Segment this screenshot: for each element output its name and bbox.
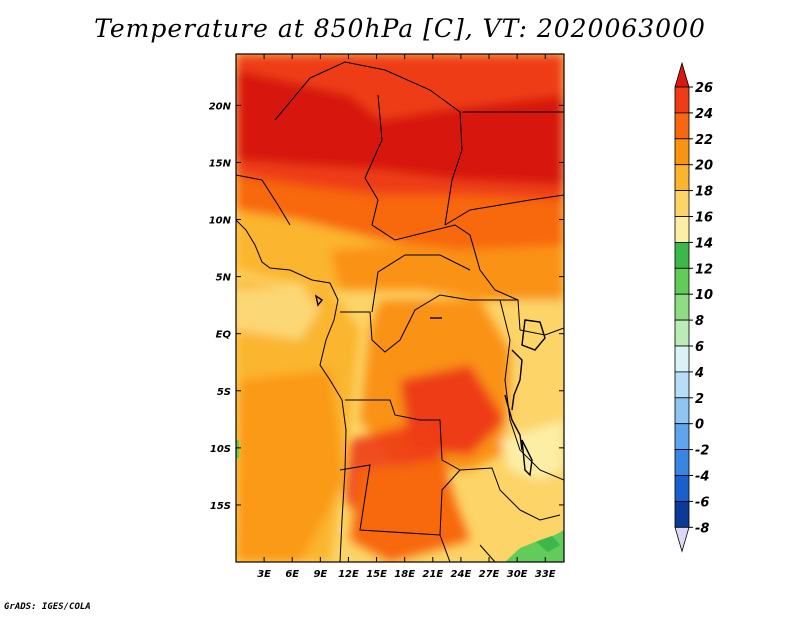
- colorbar-label: 10: [695, 288, 713, 303]
- colorbar-label: 14: [695, 236, 713, 251]
- colorbar-over-triangle: [674, 61, 690, 88]
- lat-tick-label: 5N: [216, 273, 232, 284]
- colorbar-box: [674, 449, 690, 476]
- colorbar-label: 20: [695, 159, 713, 174]
- colorbar-box: [674, 500, 690, 528]
- colorbar-label: -6: [695, 495, 709, 510]
- colorbar-box: [674, 241, 690, 269]
- lon-tick-label: 33E: [535, 569, 556, 580]
- colorbar-box: [674, 293, 690, 321]
- map-frame: [235, 53, 565, 563]
- lat-tick-label: EQ: [216, 330, 232, 341]
- colorbar-label: 26: [695, 81, 713, 96]
- colorbar-box: [674, 423, 690, 451]
- colorbar-box: [674, 475, 690, 502]
- colorbar-label: 16: [695, 211, 713, 226]
- field-shading: [236, 54, 564, 562]
- colorbar-label: 12: [695, 262, 713, 277]
- colorbar-label: 24: [695, 107, 713, 122]
- colorbar-box: [674, 319, 690, 347]
- lat-tick-label: 10N: [209, 216, 232, 227]
- colorbar-label: -2: [695, 444, 709, 459]
- colorbar-box: [674, 371, 690, 399]
- colorbar-box: [674, 190, 690, 217]
- colorbar-label: 4: [694, 366, 704, 381]
- lon-tick-label: 3E: [257, 569, 271, 580]
- lat-tick-label: 15S: [210, 501, 231, 512]
- lon-tick-label: 9E: [313, 569, 327, 580]
- colorbar-box: [674, 397, 690, 425]
- colorbar-label: -4: [695, 470, 709, 485]
- colorbar-label: 2: [695, 392, 704, 407]
- colorbar-label: -8: [695, 521, 709, 536]
- lon-tick-label: 21E: [422, 569, 443, 580]
- colorbar-label: 6: [695, 340, 704, 355]
- lat-tick-label: 5S: [217, 387, 231, 398]
- temperature-field: [236, 54, 564, 562]
- colorbar-label: 0: [695, 418, 704, 433]
- colorbar-label: 8: [695, 314, 704, 329]
- longitude-axis: 3E 6E 9E 12E 15E 18E 21E 24E 27E 30E 33E: [257, 54, 556, 580]
- colorbar-box: [674, 267, 690, 295]
- lon-tick-label: 15E: [366, 569, 387, 580]
- colorbar-label: 22: [695, 133, 713, 148]
- colorbar-box: [674, 138, 690, 166]
- lon-tick-label: 27E: [479, 569, 500, 580]
- lat-tick-label: 15N: [209, 158, 232, 169]
- lon-tick-label: 12E: [338, 569, 359, 580]
- lakes: [314, 294, 546, 477]
- colorbar-box: [674, 345, 690, 373]
- colorbar-box: [674, 164, 690, 191]
- colorbar-box: [674, 216, 690, 243]
- lat-tick-label: 10S: [210, 444, 231, 455]
- credit-label: GrADS: IGES/COLA: [4, 602, 91, 612]
- colorbar-under-triangle: [674, 526, 690, 553]
- lon-tick-label: 18E: [394, 569, 415, 580]
- lon-tick-label: 30E: [507, 569, 528, 580]
- latitude-axis: 20N 15N 10N 5N EQ 5S 10S 15S: [209, 101, 564, 512]
- map-title: Temperature at 850hPa [C], VT: 202006300…: [94, 14, 706, 43]
- colorbar-label: 18: [695, 185, 713, 200]
- colorbar-box: [674, 112, 690, 140]
- country-boundaries: [236, 61, 564, 562]
- lon-tick-label: 6E: [285, 569, 299, 580]
- colorbar-box: [674, 86, 690, 114]
- lat-tick-label: 20N: [209, 101, 232, 112]
- lon-tick-label: 24E: [451, 569, 472, 580]
